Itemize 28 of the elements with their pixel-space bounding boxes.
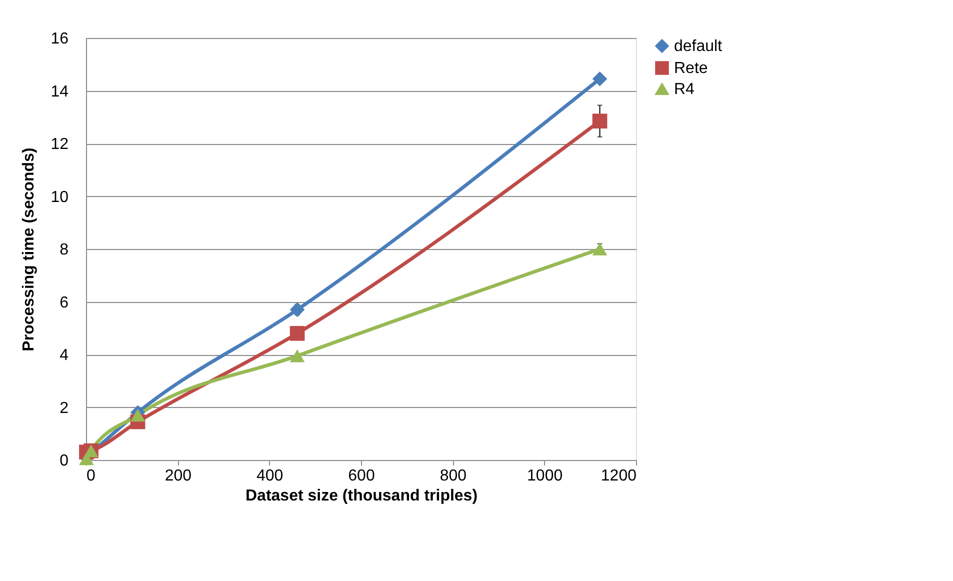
y-tick-label: 4 — [60, 347, 69, 364]
x-tick-label: 200 — [164, 468, 192, 484]
y-axis-title: Processing time (seconds) — [20, 148, 38, 352]
y-tick-label: 16 — [50, 30, 69, 48]
point — [290, 302, 305, 318]
x-tick-label: 600 — [348, 468, 375, 484]
x-tick-label: 1200 — [600, 468, 637, 484]
point — [592, 71, 608, 86]
point — [592, 114, 608, 128]
y-tick-label: 2 — [60, 400, 69, 417]
x-tick-label: 0 — [86, 468, 96, 484]
legend-label: default — [674, 38, 723, 55]
point — [592, 242, 608, 256]
point — [130, 408, 146, 422]
x-tick-label: 400 — [256, 468, 284, 484]
point — [290, 326, 305, 341]
x-tick-label: 1000 — [527, 468, 563, 484]
y-tick-label: 6 — [60, 294, 69, 312]
y-tick-label: 12 — [50, 136, 69, 153]
legend-label: Rete — [674, 60, 708, 77]
y-tick-label: 10 — [50, 188, 69, 206]
point — [290, 349, 305, 362]
y-tick-label: 0 — [60, 452, 69, 470]
x-axis-title: Dataset size (thousand triples) — [245, 488, 478, 504]
y-tick-label: 8 — [60, 242, 69, 258]
x-tick-label: 800 — [440, 468, 467, 484]
legend-label: R4 — [674, 81, 695, 98]
y-tick-label: 14 — [50, 83, 69, 100]
